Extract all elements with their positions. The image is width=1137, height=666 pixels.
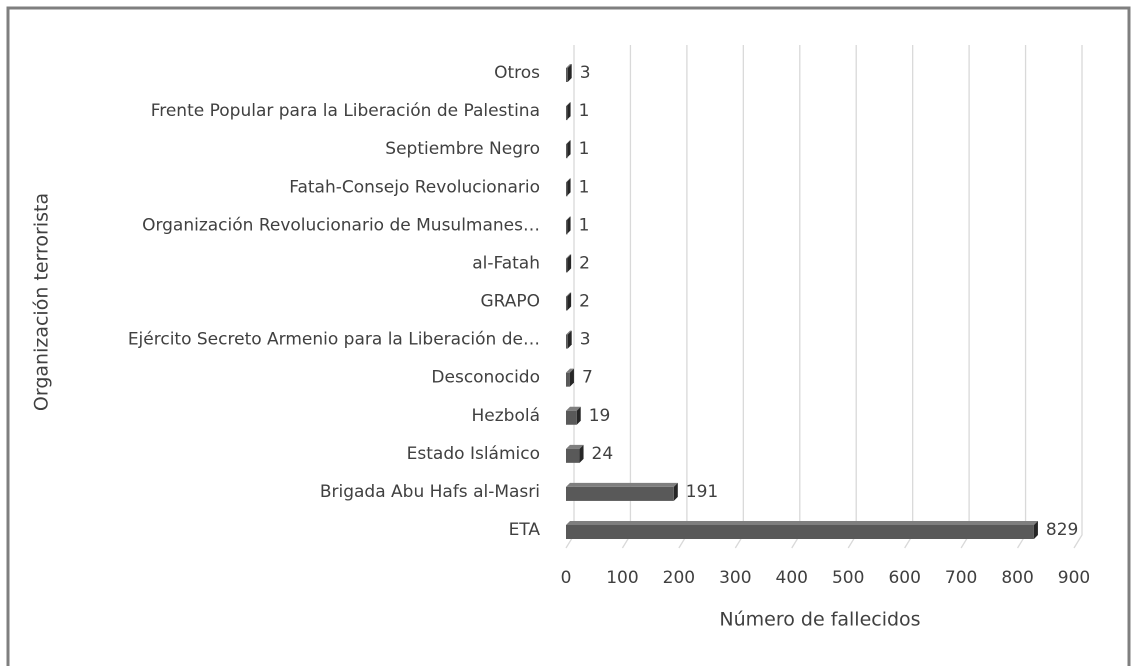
x-tick-label: 400	[776, 568, 808, 588]
x-tick-label: 0	[561, 568, 572, 588]
bar	[566, 258, 568, 273]
y-tick-label: GRAPO	[480, 292, 540, 312]
bar-side	[576, 406, 581, 425]
value-label: 191	[686, 482, 718, 502]
x-tick-label: 300	[719, 568, 751, 588]
x-tick-label: 800	[1001, 568, 1033, 588]
grid-line	[734, 45, 744, 549]
bar	[566, 372, 570, 387]
grid-line	[1017, 45, 1027, 549]
x-tick-label: 100	[606, 568, 638, 588]
grid-line	[621, 45, 632, 549]
bar-side	[579, 444, 584, 463]
y-tick-label: ETA	[509, 520, 541, 540]
bar-top	[566, 254, 572, 259]
x-tick-label: 500	[832, 568, 864, 588]
value-label: 2	[579, 253, 590, 273]
y-tick-label: Otros	[494, 63, 540, 83]
bar-side	[569, 368, 574, 387]
value-label: 3	[580, 330, 591, 350]
y-tick-label: Septiembre Negro	[385, 139, 540, 159]
bar	[566, 334, 568, 349]
value-label: 3	[580, 63, 591, 83]
y-tick-label: Estado Islámico	[407, 444, 540, 464]
y-tick-label: Desconocido	[431, 368, 540, 388]
y-tick-label: Organización Revolucionario de Musulmane…	[142, 215, 540, 235]
bar-top	[566, 102, 571, 107]
bar	[566, 448, 580, 463]
bar-top	[566, 330, 572, 335]
y-tick-label: al-Fatah	[472, 253, 540, 273]
bar-side	[566, 102, 571, 121]
grid-line	[678, 45, 688, 549]
bar-side	[567, 254, 572, 273]
value-label: 829	[1046, 520, 1078, 540]
y-tick-label: Frente Popular para la Liberación de Pal…	[151, 101, 540, 121]
bar-side	[566, 140, 571, 159]
y-tick-label: Fatah-Consejo Revolucionario	[289, 177, 540, 197]
y-tick-label: Ejército Secreto Armenio para la Liberac…	[128, 330, 540, 350]
y-tick-label: Brigada Abu Hafs al-Masri	[320, 482, 540, 502]
bar-side	[1033, 521, 1038, 539]
y-axis-title: Organización terrorista	[31, 193, 53, 411]
bar-top	[566, 64, 572, 68]
x-tick-label: 900	[1058, 568, 1090, 588]
value-label: 1	[579, 139, 590, 159]
bar-side	[673, 482, 678, 501]
bar	[566, 296, 568, 311]
value-label: 24	[592, 444, 614, 464]
bar-top	[566, 140, 571, 145]
bar-top	[566, 406, 581, 411]
y-tick-label: Hezbolá	[472, 406, 541, 426]
bar	[566, 68, 568, 82]
bar	[566, 486, 674, 501]
bar-side	[567, 330, 572, 349]
grid-line	[1073, 45, 1083, 549]
value-label: 1	[579, 101, 590, 121]
x-tick-label: 700	[945, 568, 977, 588]
bar-side	[567, 292, 572, 311]
value-label: 19	[589, 406, 611, 426]
x-axis-title: Número de fallecidos	[719, 609, 920, 631]
grid-line	[791, 45, 801, 549]
bar-top	[566, 521, 1038, 525]
value-label: 2	[579, 292, 590, 312]
bar-side	[566, 216, 571, 235]
value-label: 1	[579, 177, 590, 197]
bar	[566, 410, 577, 425]
x-tick-label: 600	[888, 568, 920, 588]
frame	[6, 6, 1131, 666]
bar	[566, 106, 568, 121]
bar-side	[566, 178, 571, 197]
value-label: 7	[582, 368, 593, 388]
value-label: 1	[579, 215, 590, 235]
grid-line	[904, 45, 914, 549]
bar-side	[567, 64, 572, 82]
bar-top	[566, 368, 574, 373]
bar	[566, 220, 568, 235]
bar-top	[566, 444, 584, 449]
grid-line	[960, 45, 970, 549]
bar-top	[566, 292, 572, 297]
bar-top	[566, 216, 571, 221]
grid-line	[847, 45, 857, 549]
bar	[566, 182, 568, 197]
bar	[566, 144, 568, 159]
bar-top	[566, 178, 571, 183]
x-tick-label: 200	[663, 568, 695, 588]
bar-top	[566, 482, 678, 487]
bar	[566, 525, 1034, 539]
